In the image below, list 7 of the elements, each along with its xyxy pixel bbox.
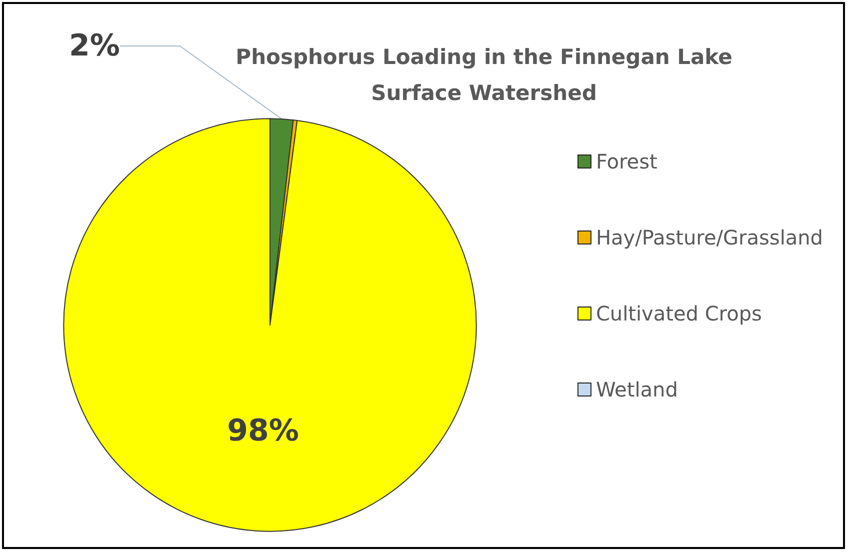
data-label: 2% [69,28,120,64]
data-label: 98% [227,413,299,448]
legend-label: Hay/Pasture/Grassland [596,226,824,250]
legend-label: Forest [596,150,658,174]
legend-label: Wetland [596,378,678,402]
legend-label: Cultivated Crops [596,302,762,326]
text: Phosphorus Loading in the Finnegan Lake Surface Watershed [236,45,732,105]
